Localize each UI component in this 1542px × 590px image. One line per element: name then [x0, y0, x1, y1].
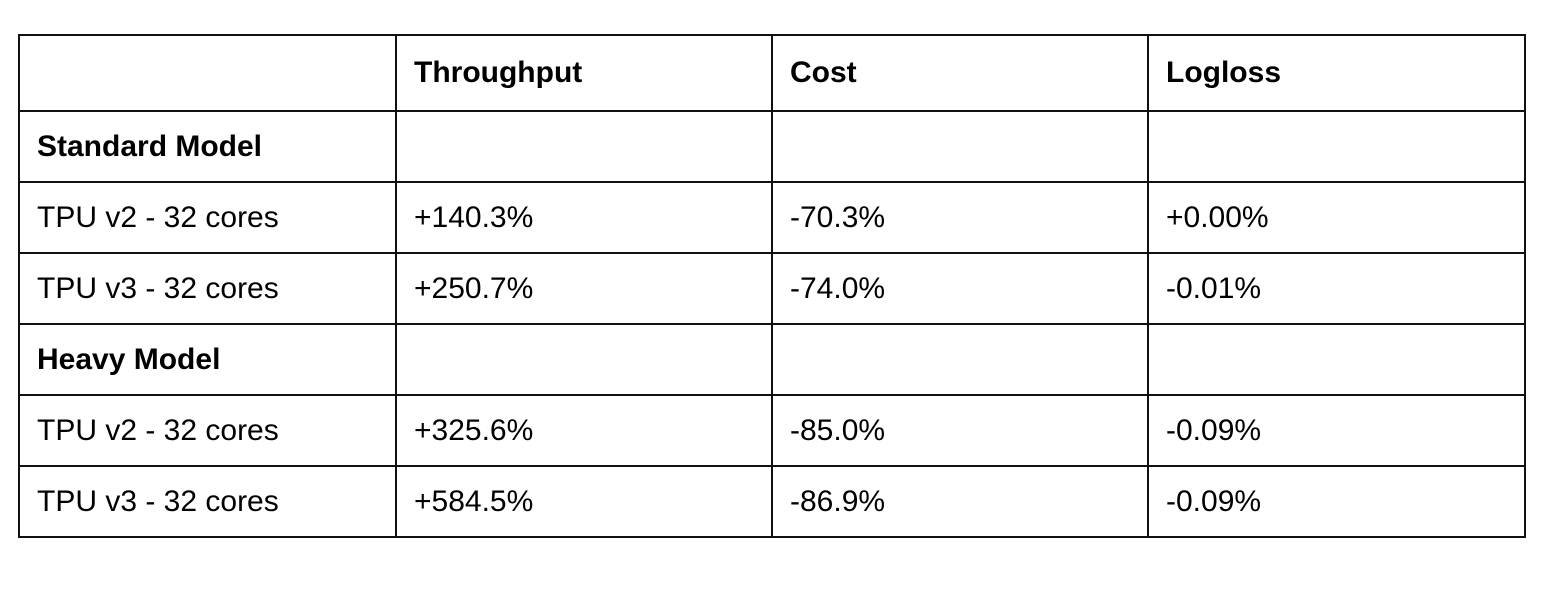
table-header-row: Throughput Cost Logloss: [18, 34, 1526, 112]
logloss-cell: +0.00%: [1147, 181, 1526, 254]
row-label-cell: TPU v3 - 32 cores: [18, 252, 397, 325]
table-row-group-heavy-model: Heavy Model: [18, 323, 1526, 396]
throughput-cell: +250.7%: [395, 252, 773, 325]
logloss-cell: -0.01%: [1147, 252, 1526, 325]
table-row: TPU v3 - 32 cores +584.5% -86.9% -0.09%: [18, 465, 1526, 538]
cost-cell: -85.0%: [771, 394, 1149, 467]
header-cell-cost: Cost: [771, 34, 1149, 112]
table-cell: [395, 323, 773, 396]
throughput-cell: +584.5%: [395, 465, 773, 538]
logloss-cell: -0.09%: [1147, 465, 1526, 538]
row-label-cell: TPU v3 - 32 cores: [18, 465, 397, 538]
table-cell: [1147, 110, 1526, 183]
table-cell: [395, 110, 773, 183]
cost-cell: -74.0%: [771, 252, 1149, 325]
comparison-table: Throughput Cost Logloss Standard Model T…: [18, 34, 1526, 538]
table-cell: [1147, 323, 1526, 396]
cost-cell: -86.9%: [771, 465, 1149, 538]
table-row: TPU v3 - 32 cores +250.7% -74.0% -0.01%: [18, 252, 1526, 325]
row-label-cell: TPU v2 - 32 cores: [18, 394, 397, 467]
table-cell: [771, 323, 1149, 396]
table-row: TPU v2 - 32 cores +325.6% -85.0% -0.09%: [18, 394, 1526, 467]
table-row-group-standard-model: Standard Model: [18, 110, 1526, 183]
throughput-cell: +140.3%: [395, 181, 773, 254]
header-cell-throughput: Throughput: [395, 34, 773, 112]
header-cell-logloss: Logloss: [1147, 34, 1526, 112]
cost-cell: -70.3%: [771, 181, 1149, 254]
header-cell-empty: [18, 34, 397, 112]
table-cell: [771, 110, 1149, 183]
logloss-cell: -0.09%: [1147, 394, 1526, 467]
row-label-cell: TPU v2 - 32 cores: [18, 181, 397, 254]
table-row: TPU v2 - 32 cores +140.3% -70.3% +0.00%: [18, 181, 1526, 254]
group-label-cell: Heavy Model: [18, 323, 397, 396]
throughput-cell: +325.6%: [395, 394, 773, 467]
comparison-table-container: Throughput Cost Logloss Standard Model T…: [18, 34, 1526, 538]
group-label-cell: Standard Model: [18, 110, 397, 183]
